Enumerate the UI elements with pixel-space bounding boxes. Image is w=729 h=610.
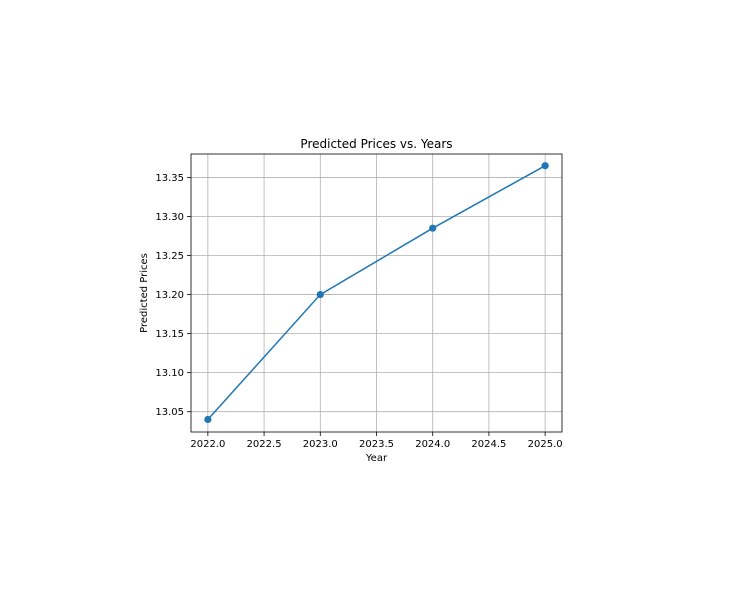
x-tick-label: 2024.5 [471,439,506,450]
grid [191,154,562,432]
data-point [541,162,549,170]
x-tick-label: 2023.0 [303,439,338,450]
series-line [207,165,546,421]
y-tick-label: 13.30 [155,212,184,223]
y-tick-label: 13.15 [155,329,184,340]
x-axis-label: Year [365,453,388,464]
y-axis-label: Predicted Prices [139,253,150,333]
chart-title: Predicted Prices vs. Years [300,137,452,151]
x-tick-label: 2025.0 [528,439,563,450]
x-tick-label: 2022.0 [190,439,225,450]
series-layer [204,162,549,424]
y-tick-label: 13.25 [155,251,184,262]
y-tick-label: 13.20 [155,290,184,301]
x-tick-label: 2024.0 [415,439,450,450]
x-axis: 2022.0 2022.5 2023.0 2023.5 2024.0 2024.5 2025… [190,432,563,450]
y-axis: 13.05 13.10 13.15 13.20 13.25 13.30 13.35 [155,173,191,418]
y-tick-label: 13.05 [155,407,184,418]
y-tick-label: 13.35 [155,173,184,184]
data-point [316,290,324,299]
data-point [429,224,437,232]
x-tick-label: 2023.5 [359,439,394,450]
x-tick-label: 2022.5 [247,439,282,450]
data-point [204,415,212,424]
y-tick-label: 13.10 [155,368,184,379]
